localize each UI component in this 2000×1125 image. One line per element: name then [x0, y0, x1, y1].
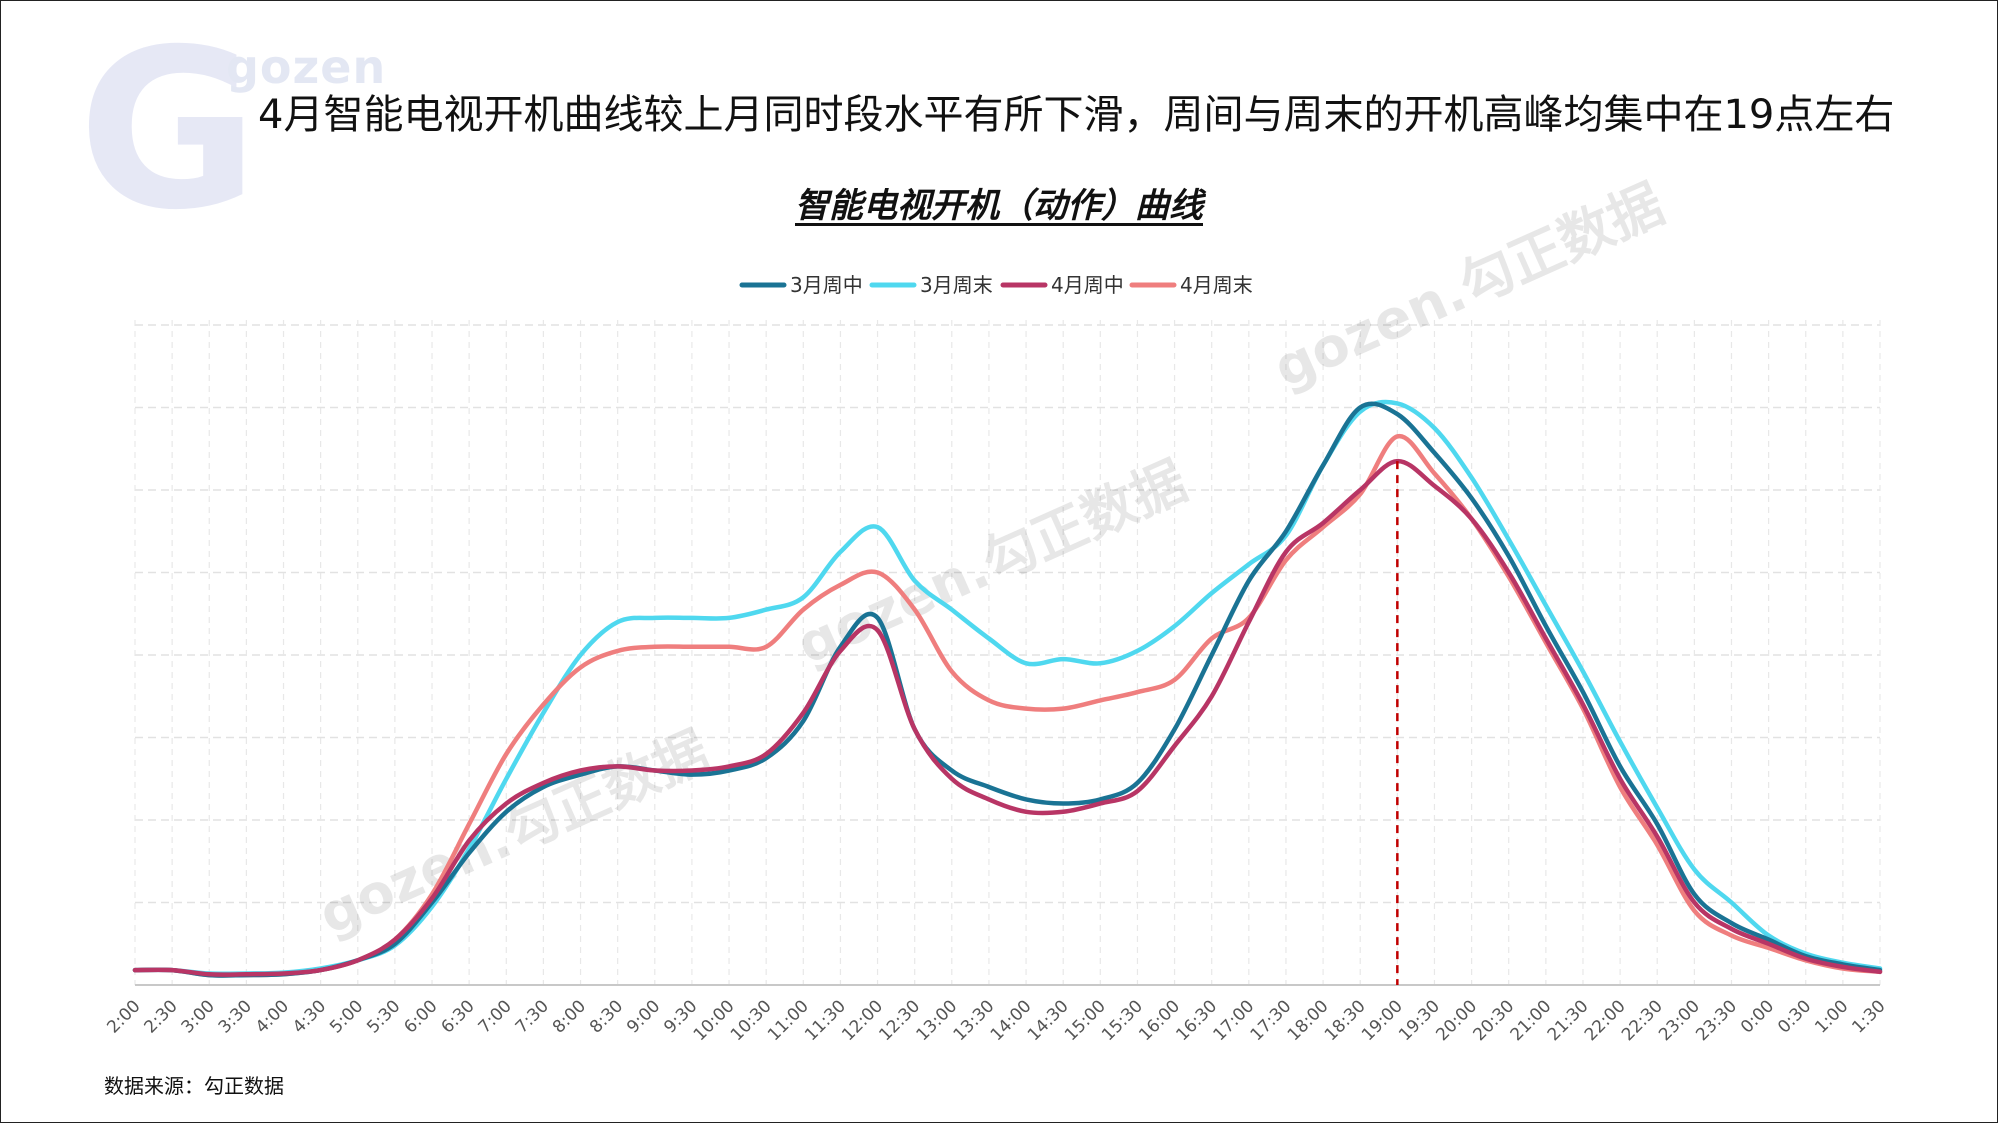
x-tick-label: 18:00 [1284, 996, 1333, 1045]
x-tick-label: 13:00 [913, 996, 962, 1045]
x-tick-label: 15:00 [1061, 996, 1110, 1045]
x-tick-label: 3:30 [215, 996, 256, 1037]
x-tick-label: 4:00 [252, 996, 293, 1037]
x-tick-label: 22:30 [1618, 996, 1667, 1045]
legend-item-mar-weekend-label: 3月周末 [920, 273, 993, 297]
data-source-note: 数据来源：勾正数据 [104, 1074, 284, 1098]
x-tick-label: 23:00 [1655, 996, 1704, 1045]
legend-item-apr-weekend-label: 4月周末 [1180, 273, 1253, 297]
x-tick-label: 17:30 [1247, 996, 1296, 1045]
x-tick-label: 22:00 [1581, 996, 1630, 1045]
series-mar-weekday-line [132, 401, 1883, 978]
x-tick-label: 20:30 [1469, 996, 1518, 1045]
x-tick-label: 7:00 [475, 996, 516, 1037]
series-apr-weekday-line [132, 458, 1883, 977]
x-tick-label: 9:00 [623, 996, 664, 1037]
x-tick-label: 21:30 [1544, 996, 1593, 1045]
x-tick-label: 0:30 [1774, 996, 1815, 1037]
gozen-logo-letter: G [78, 2, 259, 258]
chart-title-text: 智能电视开机（动作）曲线 [795, 186, 1203, 226]
x-tick-label: 6:00 [400, 996, 441, 1037]
x-tick-label: 2:00 [103, 996, 144, 1037]
x-tick-label: 2:30 [141, 996, 182, 1037]
legend: 3月周中 3月周末 4月周中 4月周末 [739, 273, 1253, 297]
x-tick-label: 19:00 [1358, 996, 1407, 1045]
x-tick-label: 18:30 [1321, 996, 1370, 1045]
x-tick-label: 20:00 [1432, 996, 1481, 1045]
watermark-text: gozen.勾正数据 [1265, 172, 1673, 400]
x-tick-label: 5:30 [363, 996, 404, 1037]
x-tick-label: 5:00 [326, 996, 367, 1037]
x-tick-label: 12:30 [875, 996, 924, 1045]
x-tick-label: 10:00 [690, 996, 739, 1045]
legend-item-mar-weekday-label: 3月周中 [790, 273, 863, 297]
series-mar-weekend-line [132, 399, 1883, 976]
x-tick-label: 16:00 [1135, 996, 1184, 1045]
x-tick-label: 16:30 [1172, 996, 1221, 1045]
x-tick-label: 8:00 [549, 996, 590, 1037]
gozen-logo-text: gozen [226, 40, 387, 94]
x-tick-label: 11:00 [764, 996, 813, 1045]
x-tick-label: 21:00 [1507, 996, 1556, 1045]
x-tick-label: 7:30 [512, 996, 553, 1037]
series-layer [132, 399, 1883, 978]
x-tick-label: 15:30 [1098, 996, 1147, 1045]
x-tick-label: 6:30 [438, 996, 479, 1037]
x-tick-label: 3:00 [178, 996, 219, 1037]
watermark-text: gozen.勾正数据 [310, 719, 718, 947]
x-tick-label: 17:00 [1210, 996, 1259, 1045]
x-tick-label: 19:30 [1395, 996, 1444, 1045]
x-tick-label: 10:30 [727, 996, 776, 1045]
x-tick-label: 8:30 [586, 996, 627, 1037]
x-tick-label: 4:30 [289, 996, 330, 1037]
x-tick-label: 23:30 [1692, 996, 1741, 1045]
page-title: 4月智能电视开机曲线较上月同时段水平有所下滑，周间与周末的开机高峰均集中在19点… [258, 92, 1895, 138]
legend-item-apr-weekday-label: 4月周中 [1051, 273, 1124, 297]
x-tick-label: 14:00 [987, 996, 1036, 1045]
chart-title: 智能电视开机（动作）曲线 [0, 178, 1998, 227]
x-tick-label: 1:30 [1848, 996, 1889, 1037]
x-tick-label: 12:00 [838, 996, 887, 1045]
x-tick-label: 1:00 [1811, 996, 1852, 1037]
x-axis: 2:002:303:003:304:004:305:005:306:006:30… [103, 996, 1889, 1045]
x-tick-label: 11:30 [801, 996, 850, 1045]
x-tick-label: 0:00 [1737, 996, 1778, 1037]
x-tick-label: 13:30 [950, 996, 999, 1045]
x-tick-label: 14:30 [1024, 996, 1073, 1045]
